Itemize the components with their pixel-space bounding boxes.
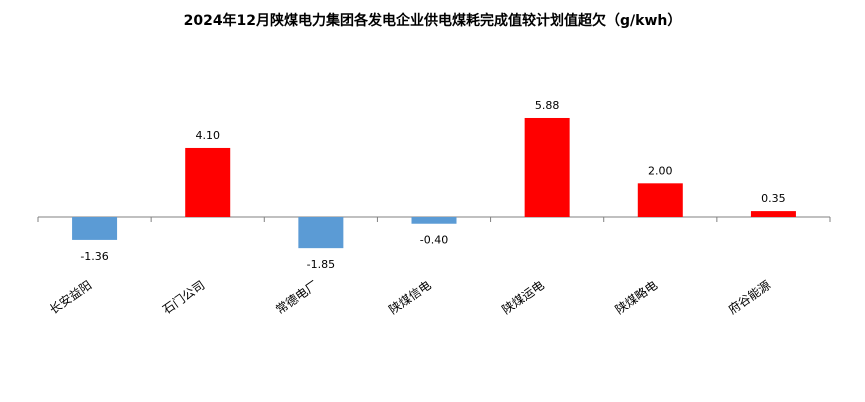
data-label-5: 5.88 <box>535 99 560 112</box>
data-label-6: 2.00 <box>648 164 673 177</box>
x-tick-label-2: 石门公司 <box>159 277 207 317</box>
bar-7 <box>750 211 796 217</box>
data-label-2: 4.10 <box>195 129 220 142</box>
data-label-7: 0.35 <box>761 192 786 205</box>
data-label-3: -1.85 <box>307 258 335 271</box>
bar-1 <box>72 217 118 240</box>
bar-3 <box>298 217 344 249</box>
chart-title: 2024年12月陕煤电力集团各发电企业供电煤耗完成值较计划值超欠（g/kwh） <box>183 13 682 29</box>
data-label-4: -0.40 <box>420 234 448 247</box>
data-label-1: -1.36 <box>80 250 108 263</box>
bar-6 <box>637 183 683 217</box>
x-tick-label-7: 府谷能源 <box>725 277 773 317</box>
x-tick-label-5: 陕煤运电 <box>499 277 547 317</box>
x-tick-label-3: 常德电厂 <box>273 277 321 317</box>
x-tick-label-6: 陕煤略电 <box>612 277 660 317</box>
x-tick-label-4: 陕煤信电 <box>386 277 434 317</box>
bar-5 <box>524 117 570 217</box>
x-tick-label-1: 长安益阳 <box>46 277 94 317</box>
bar-4 <box>411 217 457 224</box>
bar-2 <box>185 147 231 217</box>
